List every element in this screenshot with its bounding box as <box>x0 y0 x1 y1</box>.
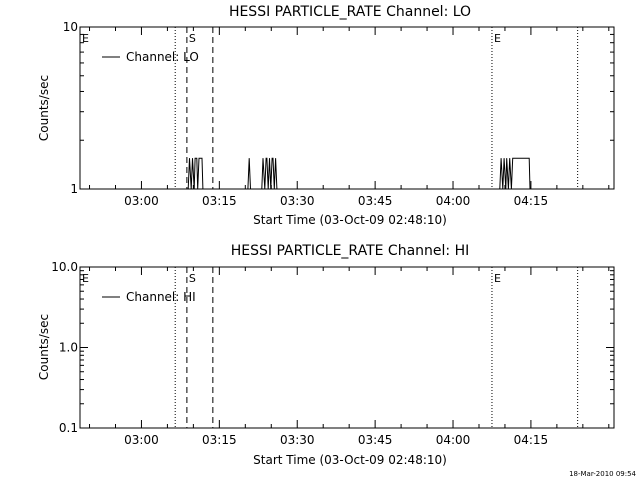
panel-lo-xtick-label: 03:45 <box>358 194 393 208</box>
panel-hi-xtick-label: 03:30 <box>280 433 315 447</box>
panel-hi-ytick-label: 10.0 <box>51 260 78 274</box>
panel-lo-title: HESSI PARTICLE_RATE Channel: LO <box>229 4 471 20</box>
panel-lo: HESSI PARTICLE_RATE Channel: LO Start Ti… <box>37 4 615 227</box>
panel-lo-xlabel: Start Time (03-Oct-09 02:48:10) <box>253 213 447 227</box>
panel-lo-marker-label: E <box>494 32 501 45</box>
panel-hi-xtick-label: 03:15 <box>202 433 237 447</box>
panel-lo-xtick-label: 04:00 <box>436 194 471 208</box>
panel-lo-ylabel: Counts/sec <box>37 75 51 141</box>
panel-hi-marker-label: S <box>189 272 196 285</box>
panel-lo-series-line <box>187 157 531 190</box>
panel-lo-xtick-label: 04:15 <box>514 194 549 208</box>
panel-lo-marker-label: E <box>82 32 89 45</box>
panel-lo-ytick-label: 10 <box>63 20 78 34</box>
panel-hi-xtick-label: 04:00 <box>436 433 471 447</box>
panel-hi-marker-label: E <box>82 272 89 285</box>
panel-hi-title: HESSI PARTICLE_RATE Channel: HI <box>231 243 469 259</box>
panel-lo-xtick-label: 03:30 <box>280 194 315 208</box>
panel-hi-xtick-label: 03:00 <box>124 433 159 447</box>
panel-hi-marker-label: E <box>494 272 501 285</box>
panel-lo-legend-label: Channel: LO <box>126 50 199 64</box>
panel-lo-xtick-label: 03:15 <box>202 194 237 208</box>
panel-hi-ytick-label: 0.1 <box>59 421 78 435</box>
panel-hi: HESSI PARTICLE_RATE Channel: HI Start Ti… <box>37 243 615 467</box>
footer-timestamp: 18-Mar-2010 09:54 <box>569 470 636 478</box>
panel-lo-ytick-label: 1 <box>70 182 78 196</box>
panel-hi-xtick-label: 03:45 <box>358 433 393 447</box>
panel-hi-ylabel: Counts/sec <box>37 314 51 380</box>
panel-lo-marker-label: S <box>189 32 196 45</box>
panel-hi-xlabel: Start Time (03-Oct-09 02:48:10) <box>253 453 447 467</box>
panel-hi-legend-label: Channel: HI <box>126 290 196 304</box>
panel-hi-xtick-label: 04:15 <box>514 433 549 447</box>
panel-hi-ytick-label: 1.0 <box>59 341 78 355</box>
panel-lo-xtick-label: 03:00 <box>124 194 159 208</box>
